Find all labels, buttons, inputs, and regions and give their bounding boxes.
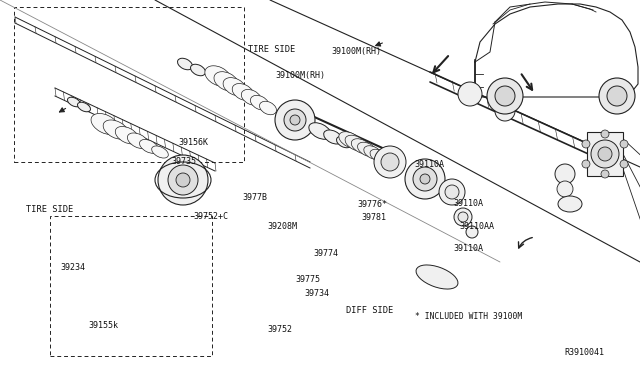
Text: 39110A: 39110A bbox=[415, 160, 445, 169]
Text: 39155k: 39155k bbox=[88, 321, 118, 330]
Circle shape bbox=[420, 174, 430, 184]
Circle shape bbox=[555, 164, 575, 184]
Circle shape bbox=[176, 173, 190, 187]
Circle shape bbox=[487, 78, 523, 114]
Text: 39734: 39734 bbox=[305, 289, 330, 298]
Bar bbox=[587, 132, 623, 176]
Circle shape bbox=[620, 140, 628, 148]
Ellipse shape bbox=[140, 140, 159, 153]
Circle shape bbox=[458, 212, 468, 222]
Ellipse shape bbox=[103, 120, 129, 139]
Ellipse shape bbox=[558, 196, 582, 212]
Ellipse shape bbox=[191, 64, 205, 76]
Ellipse shape bbox=[241, 89, 261, 105]
Ellipse shape bbox=[127, 133, 148, 149]
Text: 39234: 39234 bbox=[61, 263, 86, 272]
Circle shape bbox=[495, 101, 515, 121]
Ellipse shape bbox=[345, 135, 366, 151]
Ellipse shape bbox=[260, 101, 276, 115]
Circle shape bbox=[620, 160, 628, 168]
Text: 39156K: 39156K bbox=[178, 138, 208, 147]
Text: 39776*: 39776* bbox=[357, 200, 387, 209]
Circle shape bbox=[466, 226, 478, 238]
Ellipse shape bbox=[250, 95, 269, 110]
Ellipse shape bbox=[152, 146, 168, 158]
Ellipse shape bbox=[364, 146, 382, 160]
Circle shape bbox=[458, 82, 482, 106]
Text: 39775: 39775 bbox=[296, 275, 321, 284]
Text: * INCLUDED WITH 39100M: * INCLUDED WITH 39100M bbox=[415, 312, 522, 321]
Circle shape bbox=[591, 140, 619, 168]
Circle shape bbox=[599, 78, 635, 114]
Circle shape bbox=[275, 100, 315, 140]
Text: DIFF SIDE: DIFF SIDE bbox=[346, 306, 393, 315]
Text: 3977B: 3977B bbox=[242, 193, 267, 202]
Circle shape bbox=[557, 181, 573, 197]
Ellipse shape bbox=[351, 139, 372, 154]
Ellipse shape bbox=[115, 126, 139, 144]
Circle shape bbox=[290, 115, 300, 125]
Text: 39752+C: 39752+C bbox=[193, 212, 228, 221]
Circle shape bbox=[405, 159, 445, 199]
Ellipse shape bbox=[232, 84, 254, 100]
Circle shape bbox=[607, 86, 627, 106]
Ellipse shape bbox=[223, 78, 246, 96]
Text: 39100M(RH): 39100M(RH) bbox=[332, 47, 381, 56]
Text: 39110A: 39110A bbox=[453, 244, 483, 253]
Ellipse shape bbox=[205, 66, 231, 86]
Text: 39100M(RH): 39100M(RH) bbox=[275, 71, 325, 80]
Ellipse shape bbox=[376, 153, 392, 165]
Text: 39752: 39752 bbox=[268, 325, 292, 334]
Circle shape bbox=[168, 165, 198, 195]
Ellipse shape bbox=[337, 136, 351, 148]
Ellipse shape bbox=[383, 156, 397, 168]
Ellipse shape bbox=[177, 58, 193, 70]
Text: 39110AA: 39110AA bbox=[460, 222, 495, 231]
Circle shape bbox=[601, 130, 609, 138]
Circle shape bbox=[601, 170, 609, 178]
Circle shape bbox=[439, 179, 465, 205]
Text: 39735: 39735 bbox=[172, 157, 196, 166]
Ellipse shape bbox=[370, 149, 387, 162]
Circle shape bbox=[445, 185, 459, 199]
Ellipse shape bbox=[324, 130, 342, 144]
Ellipse shape bbox=[77, 102, 90, 112]
Ellipse shape bbox=[358, 142, 377, 157]
Circle shape bbox=[381, 153, 399, 171]
Circle shape bbox=[598, 147, 612, 161]
Ellipse shape bbox=[416, 265, 458, 289]
Bar bbox=[14, 7, 244, 162]
Text: 39781: 39781 bbox=[361, 213, 386, 222]
Circle shape bbox=[582, 160, 590, 168]
Ellipse shape bbox=[91, 113, 119, 135]
Text: TIRE SIDE: TIRE SIDE bbox=[248, 45, 296, 54]
Circle shape bbox=[374, 146, 406, 178]
Circle shape bbox=[413, 167, 437, 191]
Text: R3910041: R3910041 bbox=[564, 348, 605, 357]
Text: 39110A: 39110A bbox=[453, 199, 483, 208]
Text: 39208M: 39208M bbox=[268, 222, 298, 231]
Circle shape bbox=[582, 140, 590, 148]
Text: 39774: 39774 bbox=[314, 249, 339, 258]
Bar bbox=[50, 216, 212, 356]
Ellipse shape bbox=[67, 97, 81, 107]
Ellipse shape bbox=[339, 132, 361, 148]
Ellipse shape bbox=[214, 72, 239, 91]
Ellipse shape bbox=[309, 123, 331, 139]
Circle shape bbox=[454, 208, 472, 226]
Circle shape bbox=[284, 109, 306, 131]
Circle shape bbox=[495, 86, 515, 106]
Circle shape bbox=[158, 155, 208, 205]
Text: TIRE SIDE: TIRE SIDE bbox=[26, 205, 73, 214]
